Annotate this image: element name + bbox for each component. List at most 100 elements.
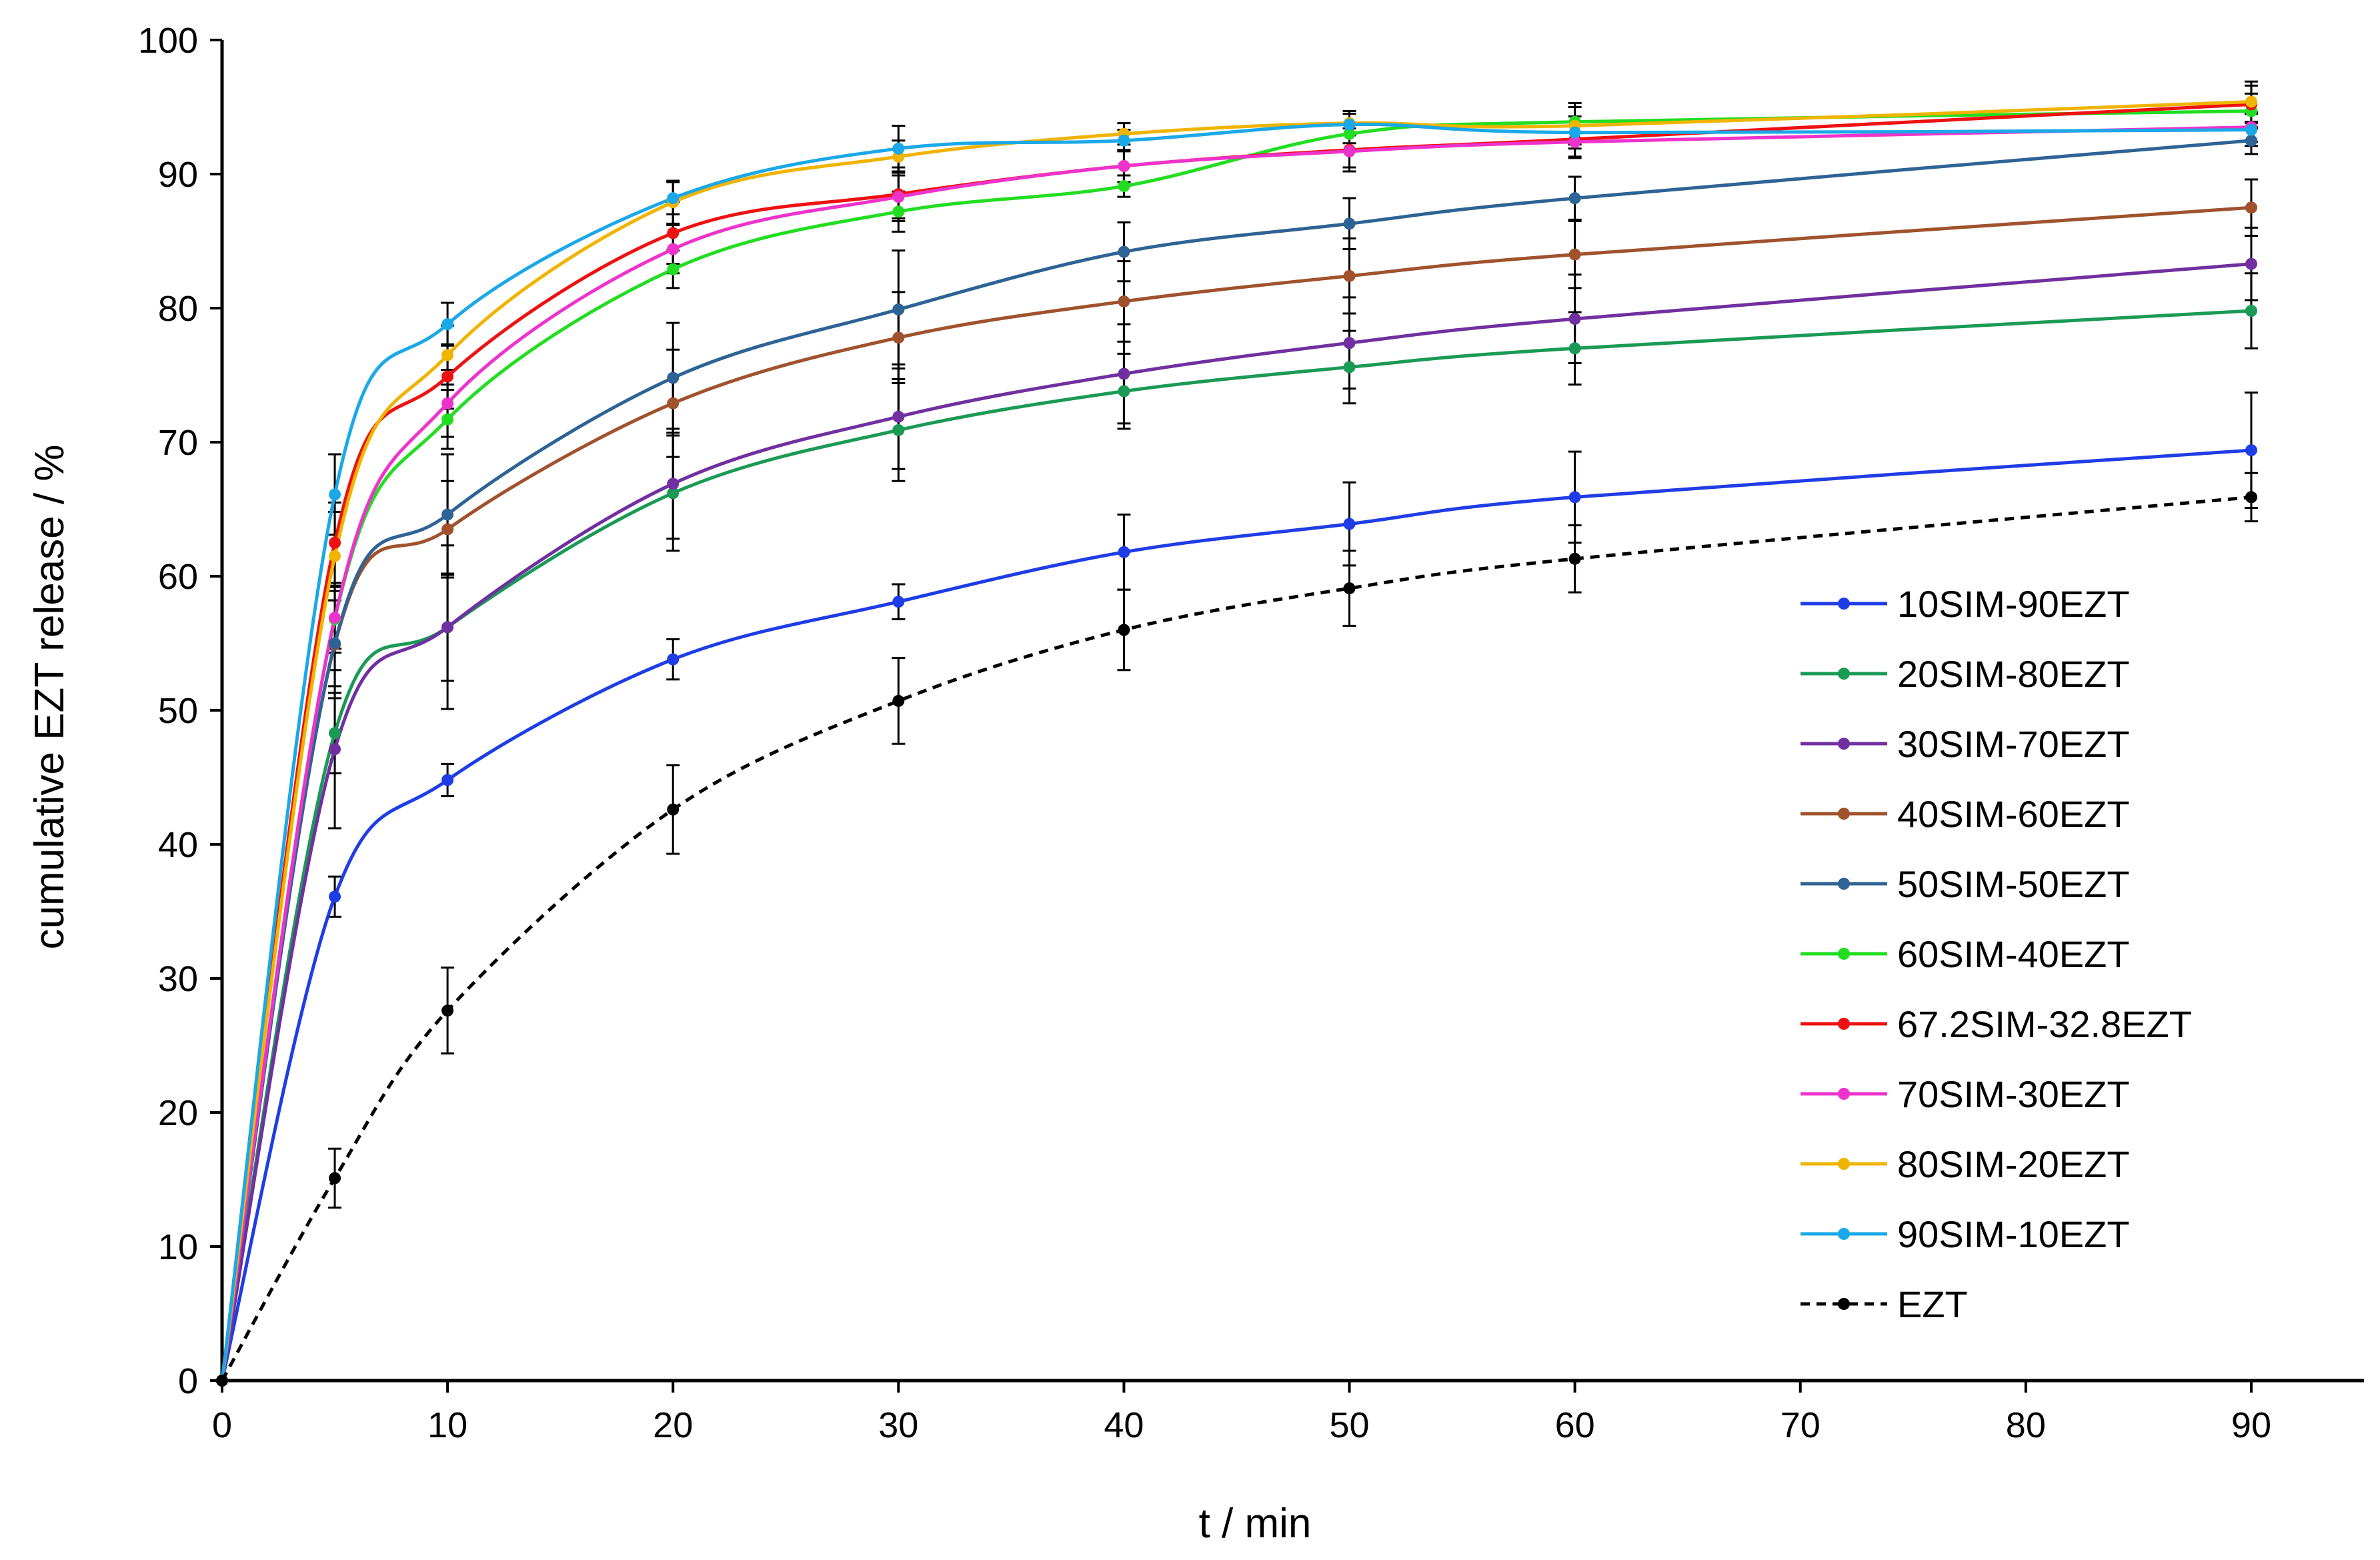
y-tick-label: 60	[158, 557, 198, 597]
data-point-ezt	[441, 1004, 454, 1017]
legend-label: 20SIM-80EZT	[1897, 653, 2130, 695]
data-point-50sim-50ezt	[1118, 245, 1130, 258]
data-point-67-2sim-32-8ezt	[329, 536, 341, 549]
data-point-20sim-80ezt	[892, 424, 905, 436]
legend-marker	[1838, 808, 1850, 820]
data-point-10sim-90ezt	[1118, 546, 1130, 558]
data-point-10sim-90ezt	[892, 596, 905, 608]
data-point-50sim-50ezt	[329, 637, 341, 650]
data-point-50sim-50ezt	[441, 508, 454, 521]
data-point-70sim-30ezt	[329, 612, 341, 624]
data-point-10sim-90ezt	[441, 774, 454, 786]
y-axis-ticks: 0 10 20 30 40 50 60 70 80 90 100	[138, 21, 222, 1401]
y-axis-title: cumulative EZT release / %	[27, 445, 73, 950]
x-tick-label: 90	[2231, 1405, 2271, 1445]
legend-item-ezt: EZT	[1801, 1283, 1968, 1325]
data-point-20sim-80ezt	[329, 727, 341, 740]
data-point-60sim-40ezt	[1343, 127, 1356, 140]
legend-item-67-2sim-32-8ezt: 67.2SIM-32.8EZT	[1801, 1003, 2192, 1045]
data-point-90sim-10ezt	[2245, 123, 2257, 136]
legend-marker	[1838, 738, 1850, 750]
data-point-20sim-80ezt	[1118, 385, 1130, 398]
data-point-ezt	[216, 1375, 228, 1387]
legend-label: 50SIM-50EZT	[1897, 863, 2130, 905]
data-point-30sim-70ezt	[1568, 313, 1581, 325]
legend-marker	[1838, 668, 1850, 680]
x-tick-label: 30	[878, 1405, 918, 1445]
y-tick-label: 0	[178, 1361, 198, 1401]
x-tick-label: 0	[212, 1405, 232, 1445]
data-point-ezt	[667, 803, 680, 816]
legend-item-40sim-60ezt: 40SIM-60EZT	[1801, 793, 2130, 835]
data-point-70sim-30ezt	[667, 243, 680, 255]
legend-item-70sim-30ezt: 70SIM-30EZT	[1801, 1073, 2130, 1115]
legend-label: 67.2SIM-32.8EZT	[1897, 1003, 2192, 1045]
data-point-70sim-30ezt	[1343, 145, 1356, 157]
legend-item-90sim-10ezt: 90SIM-10EZT	[1801, 1213, 2130, 1255]
legend-label: 90SIM-10EZT	[1897, 1213, 2130, 1255]
x-tick-label: 40	[1104, 1405, 1144, 1445]
legend-item-20sim-80ezt: 20SIM-80EZT	[1801, 653, 2130, 695]
legend-marker	[1838, 1158, 1850, 1170]
data-point-40sim-60ezt	[1568, 248, 1581, 261]
data-point-90sim-10ezt	[892, 142, 905, 155]
y-tick-label: 30	[158, 959, 198, 999]
x-tick-label: 80	[2006, 1405, 2046, 1445]
x-tick-label: 70	[1780, 1405, 1821, 1445]
y-tick-label: 100	[138, 21, 198, 61]
y-tick-label: 90	[158, 155, 198, 195]
legend-label: 60SIM-40EZT	[1897, 933, 2130, 975]
legend-marker	[1838, 948, 1850, 960]
data-point-30sim-70ezt	[329, 743, 341, 756]
data-point-90sim-10ezt	[1118, 134, 1130, 147]
data-point-60sim-40ezt	[667, 263, 680, 275]
x-tick-label: 20	[653, 1405, 693, 1445]
data-point-30sim-70ezt	[2245, 257, 2257, 270]
x-tick-label: 60	[1555, 1405, 1595, 1445]
data-point-ezt	[329, 1172, 341, 1185]
legend-label: 80SIM-20EZT	[1897, 1143, 2130, 1185]
legend-marker	[1838, 1298, 1850, 1310]
data-point-ezt	[1343, 582, 1356, 595]
data-point-50sim-50ezt	[1343, 217, 1356, 230]
data-point-70sim-30ezt	[1118, 159, 1130, 172]
legend-marker	[1838, 1018, 1850, 1030]
y-tick-label: 20	[158, 1093, 198, 1133]
legend-item-80sim-20ezt: 80SIM-20EZT	[1801, 1143, 2130, 1185]
x-tick-label: 50	[1329, 1405, 1369, 1445]
data-point-40sim-60ezt	[441, 523, 454, 536]
series-line-10sim-90ezt	[220, 448, 2252, 1381]
data-point-70sim-30ezt	[1568, 135, 1581, 148]
data-point-40sim-60ezt	[1343, 269, 1356, 282]
x-axis-title: t / min	[1199, 1501, 1312, 1547]
data-point-10sim-90ezt	[2245, 444, 2257, 457]
data-point-90sim-10ezt	[1343, 118, 1356, 131]
legend-marker	[1838, 878, 1850, 890]
data-point-10sim-90ezt	[667, 653, 680, 666]
data-point-90sim-10ezt	[441, 318, 454, 331]
data-point-20sim-80ezt	[1343, 361, 1356, 373]
legend-marker	[1838, 1228, 1850, 1240]
x-axis-ticks: 0 10 20 30 40 50 60 70 80 90	[212, 1381, 2271, 1445]
data-point-90sim-10ezt	[329, 488, 341, 501]
y-tick-label: 80	[158, 289, 198, 329]
data-point-10sim-90ezt	[1343, 518, 1356, 530]
data-point-ezt	[1568, 552, 1581, 565]
data-point-20sim-80ezt	[2245, 305, 2257, 317]
legend-label: EZT	[1897, 1283, 1968, 1325]
data-point-50sim-50ezt	[1568, 192, 1581, 205]
legend-marker	[1838, 1088, 1850, 1100]
legend-item-10sim-90ezt: 10SIM-90EZT	[1801, 583, 2130, 625]
data-point-67-2sim-32-8ezt	[667, 227, 680, 239]
y-tick-label: 50	[158, 691, 198, 731]
data-point-40sim-60ezt	[1118, 295, 1130, 307]
data-point-67-2sim-32-8ezt	[441, 370, 454, 383]
y-tick-label: 10	[158, 1227, 198, 1267]
data-point-ezt	[2245, 491, 2257, 504]
data-point-20sim-80ezt	[1568, 342, 1581, 355]
data-point-50sim-50ezt	[667, 371, 680, 384]
legend-item-50sim-50ezt: 50SIM-50EZT	[1801, 863, 2130, 905]
legend-label: 10SIM-90EZT	[1897, 583, 2130, 625]
data-point-30sim-70ezt	[441, 621, 454, 634]
data-point-ezt	[892, 694, 905, 707]
